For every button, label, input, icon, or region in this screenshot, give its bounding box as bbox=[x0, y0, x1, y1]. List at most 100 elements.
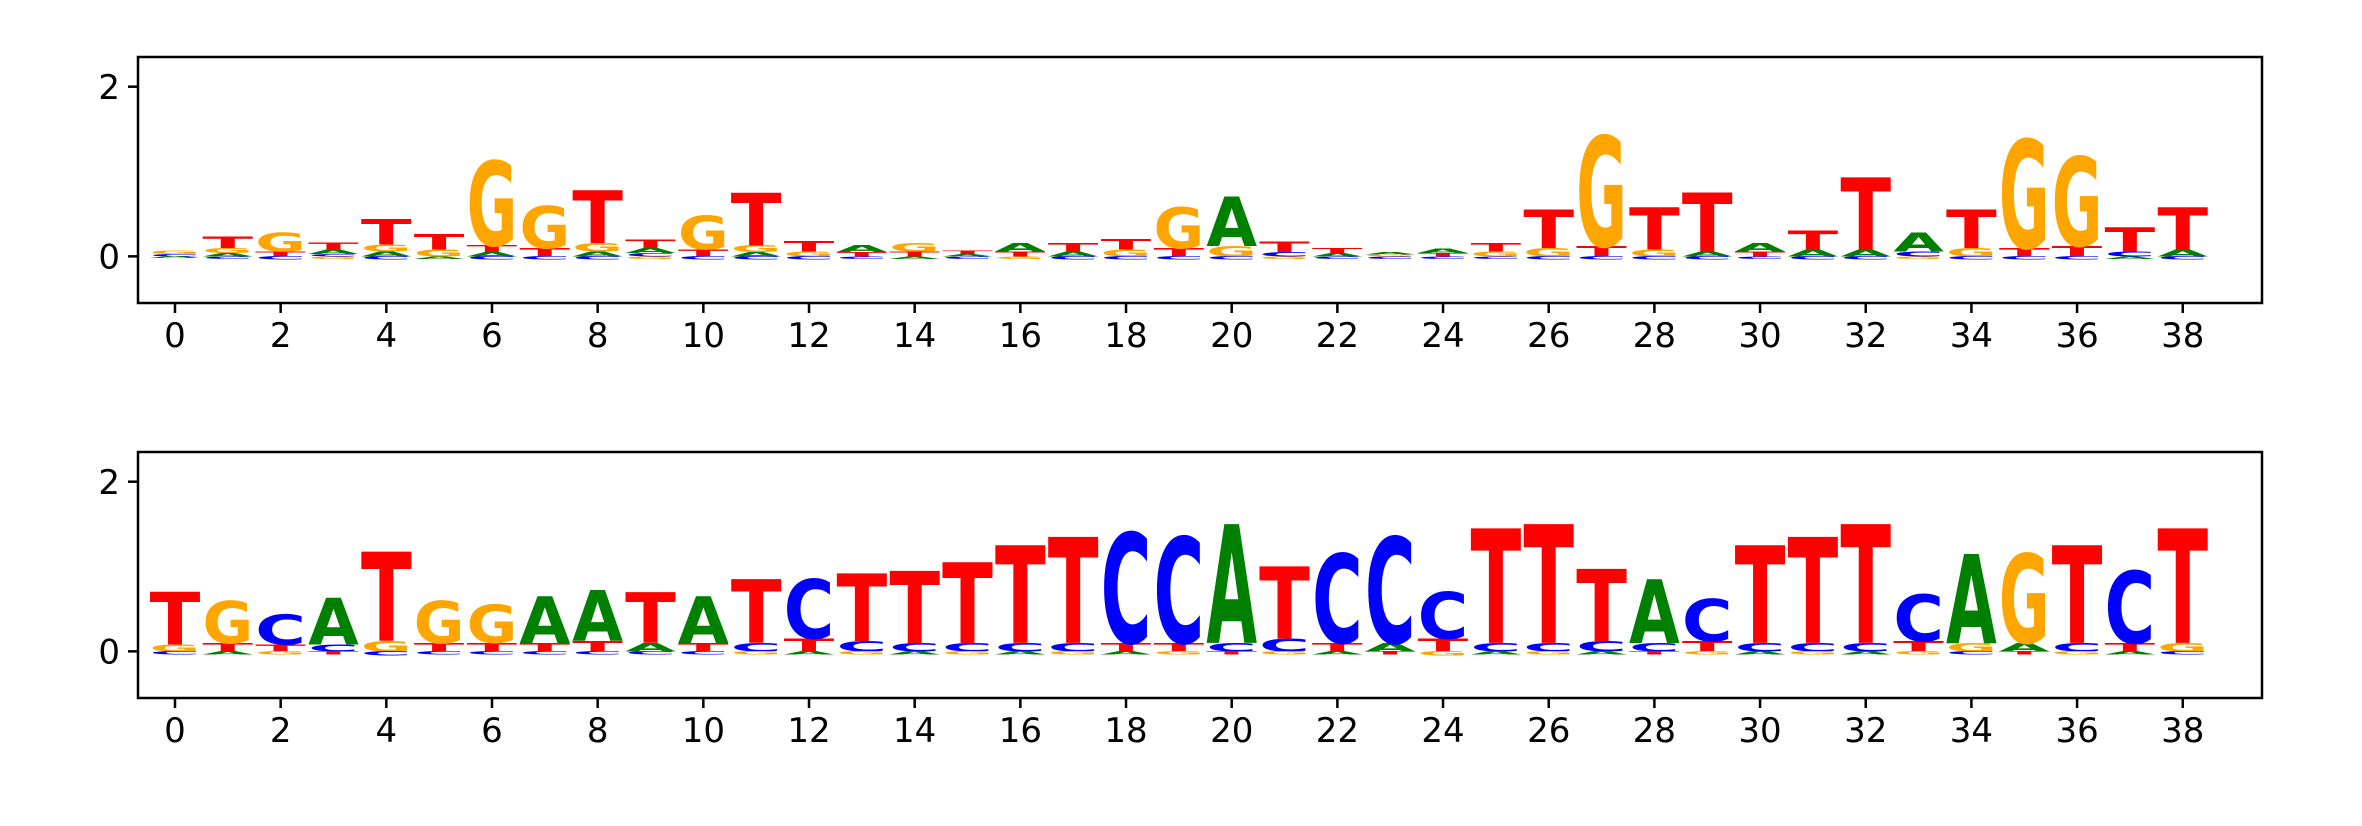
logo-letter-T: T bbox=[1259, 548, 1310, 663]
logo-letter-T: T bbox=[889, 250, 942, 258]
logo-letter-T: T bbox=[1840, 493, 1891, 682]
logo-letter-T: T bbox=[1893, 639, 1946, 655]
x-tick-label: 10 bbox=[682, 711, 725, 751]
logo-letter-G: G bbox=[361, 639, 412, 655]
logo-letter-neg-C: C bbox=[150, 651, 210, 657]
logo-letter-G: G bbox=[1154, 197, 1205, 262]
logo-letter-C: C bbox=[731, 640, 782, 654]
logo-letter-neg-C: C bbox=[1471, 256, 1530, 260]
logo-letter-neg-C: C bbox=[2052, 256, 2112, 262]
x-tick-label: 8 bbox=[587, 316, 609, 356]
logo-letter-neg-C: C bbox=[361, 652, 412, 658]
logo-letter-neg-G: G bbox=[731, 651, 784, 657]
logo-letter-neg-C: C bbox=[784, 256, 844, 262]
logo-letter-G: G bbox=[889, 240, 940, 254]
logo-letter-A: A bbox=[572, 250, 628, 258]
logo-letter-G: G bbox=[202, 247, 255, 255]
logo-letter-T: T bbox=[1048, 509, 1099, 678]
x-tick-label: 30 bbox=[1738, 711, 1781, 751]
logo-letter-A: A bbox=[308, 250, 364, 256]
logo-letter-T: T bbox=[1682, 176, 1733, 271]
logo-letter-neg-A: A bbox=[150, 256, 206, 259]
logo-letter-G: G bbox=[467, 595, 518, 656]
x-tick-label: 24 bbox=[1421, 316, 1464, 356]
x-tick-label: 6 bbox=[481, 711, 503, 751]
logo-letter-G: G bbox=[1206, 244, 1257, 260]
x-tick-label: 24 bbox=[1421, 711, 1464, 751]
x-tick-label: 18 bbox=[1104, 711, 1147, 751]
logo-letter-A: A bbox=[678, 585, 729, 659]
logo-letter-T: T bbox=[1682, 639, 1735, 655]
logo-letter-C: C bbox=[1154, 509, 1205, 678]
logo-letter-neg-C: C bbox=[361, 256, 421, 262]
x-tick-label: 16 bbox=[999, 711, 1042, 751]
x-tick-label: 26 bbox=[1527, 711, 1570, 751]
logo-letter-C: C bbox=[1788, 640, 1839, 654]
logo-letter-neg-C: C bbox=[1154, 256, 1214, 262]
x-tick-label: 6 bbox=[481, 316, 503, 356]
logo-letter-T: T bbox=[1154, 640, 1205, 654]
logo-letter-neg-C: C bbox=[1206, 256, 1266, 262]
logo-letter-neg-A: A bbox=[1471, 651, 1527, 657]
logo-letter-neg-T: T bbox=[308, 651, 372, 657]
logo-letter-G: G bbox=[1629, 248, 1680, 259]
logo-letter-G: G bbox=[731, 244, 782, 255]
x-tick-label: 0 bbox=[164, 316, 186, 356]
logo-letter-neg-C: C bbox=[1946, 256, 2006, 262]
x-tick-label: 20 bbox=[1210, 316, 1253, 356]
logo-letter-T: T bbox=[361, 528, 412, 670]
x-tick-label: 2 bbox=[270, 316, 292, 356]
logo-letter-neg-G: G bbox=[942, 651, 995, 657]
logo-letter-T: T bbox=[1576, 550, 1627, 665]
logo-letter-G: G bbox=[1999, 530, 2050, 672]
logo-letter-neg-C: C bbox=[678, 651, 738, 657]
logo-letter-A: A bbox=[942, 253, 998, 257]
logo-letter-T: T bbox=[1418, 636, 1469, 656]
logo-letter-A: A bbox=[2157, 248, 2213, 259]
logo-letter-neg-C: C bbox=[1418, 256, 1477, 260]
logo-letter-C: C bbox=[1471, 640, 1522, 654]
logo-letter-neg-G: G bbox=[1893, 651, 1946, 657]
logo-letter-A: A bbox=[1893, 228, 1944, 258]
logo-letter-neg-G: G bbox=[1259, 256, 1312, 260]
logo-letter-T: T bbox=[731, 562, 782, 664]
logo-letter-T: T bbox=[942, 541, 993, 670]
logo-letter-A: A bbox=[1735, 240, 1786, 254]
logo-letter-neg-C: C bbox=[1682, 256, 1742, 262]
logo-letter-neg-C: C bbox=[1048, 256, 1108, 262]
logo-letter-C: C bbox=[2105, 250, 2156, 258]
logo-letter-neg-T: T bbox=[1206, 651, 1270, 657]
logo-letter-A: A bbox=[1365, 640, 1416, 654]
logo-letter-A: A bbox=[1312, 252, 1368, 258]
x-tick-label: 26 bbox=[1527, 316, 1570, 356]
x-tick-label: 28 bbox=[1633, 711, 1676, 751]
logo-letter-C: C bbox=[1101, 503, 1152, 679]
logo-letter-T: T bbox=[1418, 252, 1482, 258]
x-tick-label: 22 bbox=[1316, 316, 1359, 356]
logo-letter-G: G bbox=[2157, 640, 2208, 654]
logo-letter-T: T bbox=[995, 519, 1046, 675]
logo-letter-T: T bbox=[1840, 159, 1891, 274]
logo-letter-G: G bbox=[1365, 254, 1418, 257]
logo-letter-C: C bbox=[308, 643, 360, 654]
logo-letter-G: G bbox=[414, 248, 465, 259]
logo-letter-T: T bbox=[1576, 244, 1629, 260]
logo-letter-neg-A: A bbox=[784, 651, 840, 657]
y-tick-label: 0 bbox=[98, 633, 120, 673]
logo-letter-neg-A: A bbox=[889, 256, 945, 260]
x-tick-label: 38 bbox=[2161, 711, 2204, 751]
logo-letter-T: T bbox=[2105, 640, 2156, 654]
logo-letter-neg-G: G bbox=[308, 256, 361, 260]
logo-letter-T: T bbox=[202, 640, 253, 654]
logo-letter-neg-G: G bbox=[1048, 651, 1101, 657]
logo-letter-A: A bbox=[467, 252, 523, 258]
logo-letter-T: T bbox=[1629, 196, 1680, 264]
logo-letter-neg-C: C bbox=[625, 651, 685, 657]
logo-letter-A: A bbox=[361, 250, 417, 258]
logo-letter-G: G bbox=[519, 194, 570, 262]
logo-letter-A: A bbox=[625, 247, 681, 255]
logo-letter-neg-C: C bbox=[467, 651, 527, 657]
